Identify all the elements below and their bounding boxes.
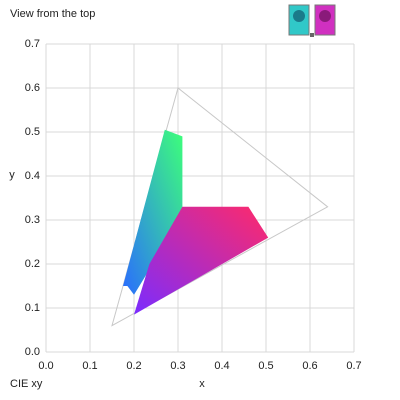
gamut-region (123, 129, 183, 295)
annotation: CIE xy (10, 378, 43, 390)
y-tick-label: 0.2 (25, 258, 40, 270)
x-tick-label: 0.7 (346, 360, 361, 372)
y-tick-label: 0.6 (25, 82, 40, 94)
x-tick-label: 0.5 (258, 360, 273, 372)
y-tick-label: 0.4 (25, 170, 40, 182)
thumbnail-figure (293, 10, 305, 22)
chart-title: View from the top (10, 8, 95, 20)
x-axis-label: x (199, 378, 205, 390)
x-tick-label: 0.6 (302, 360, 317, 372)
separator (310, 33, 314, 37)
gamut-region (134, 206, 269, 315)
y-tick-label: 0.7 (25, 38, 40, 50)
x-tick-label: 0.4 (214, 360, 229, 372)
y-tick-label: 0.3 (25, 214, 40, 226)
y-tick-label: 0.5 (25, 126, 40, 138)
y-axis-label: y (9, 169, 15, 181)
y-tick-label: 0.1 (25, 302, 40, 314)
thumbnail-figure (319, 10, 331, 22)
x-tick-label: 0.0 (38, 360, 53, 372)
x-tick-label: 0.3 (170, 360, 185, 372)
x-tick-label: 0.2 (126, 360, 141, 372)
thumbnails (288, 4, 336, 37)
y-tick-label: 0.0 (25, 346, 40, 358)
x-tick-label: 0.1 (82, 360, 97, 372)
